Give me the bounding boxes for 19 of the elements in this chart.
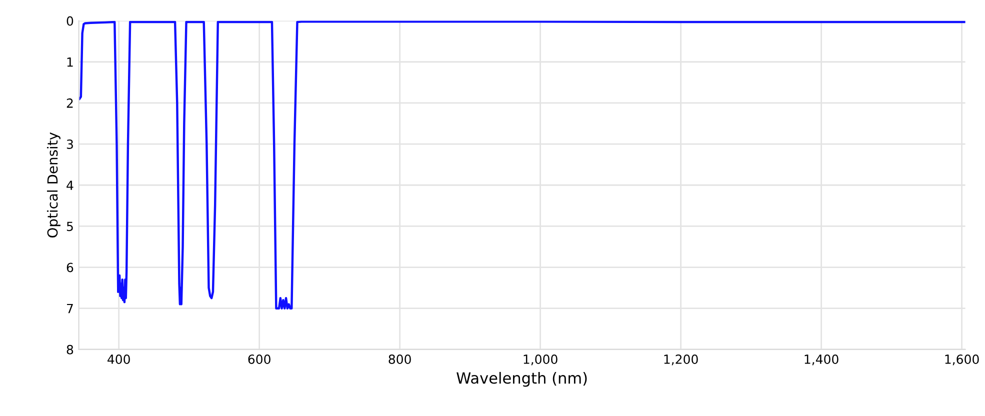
y-tick-label: 4 xyxy=(66,180,74,190)
x-tick-label: 1,600 xyxy=(945,354,979,366)
x-tick-label: 600 xyxy=(248,354,270,364)
y-tick-label: 0 xyxy=(66,16,74,26)
x-axis-title: Wavelength (nm) xyxy=(456,372,587,387)
y-tick-label: 5 xyxy=(66,222,73,232)
y-tick-label: 6 xyxy=(66,262,74,272)
y-tick-label: 8 xyxy=(66,344,74,354)
y-tick-label: 1 xyxy=(67,58,73,67)
x-tick-label: 800 xyxy=(388,354,411,364)
line-series xyxy=(78,20,966,310)
y-tick-label: 3 xyxy=(66,140,73,149)
x-tick-label: 1,400 xyxy=(804,354,838,366)
x-tick-label: 1,200 xyxy=(664,354,698,366)
x-tick-label: 1,000 xyxy=(524,354,558,366)
y-axis-title: Optical Density xyxy=(46,132,60,238)
y-tick-label: 2 xyxy=(66,98,73,108)
x-tick-label: 400 xyxy=(108,354,130,364)
y-tick-label: 7 xyxy=(67,304,73,314)
